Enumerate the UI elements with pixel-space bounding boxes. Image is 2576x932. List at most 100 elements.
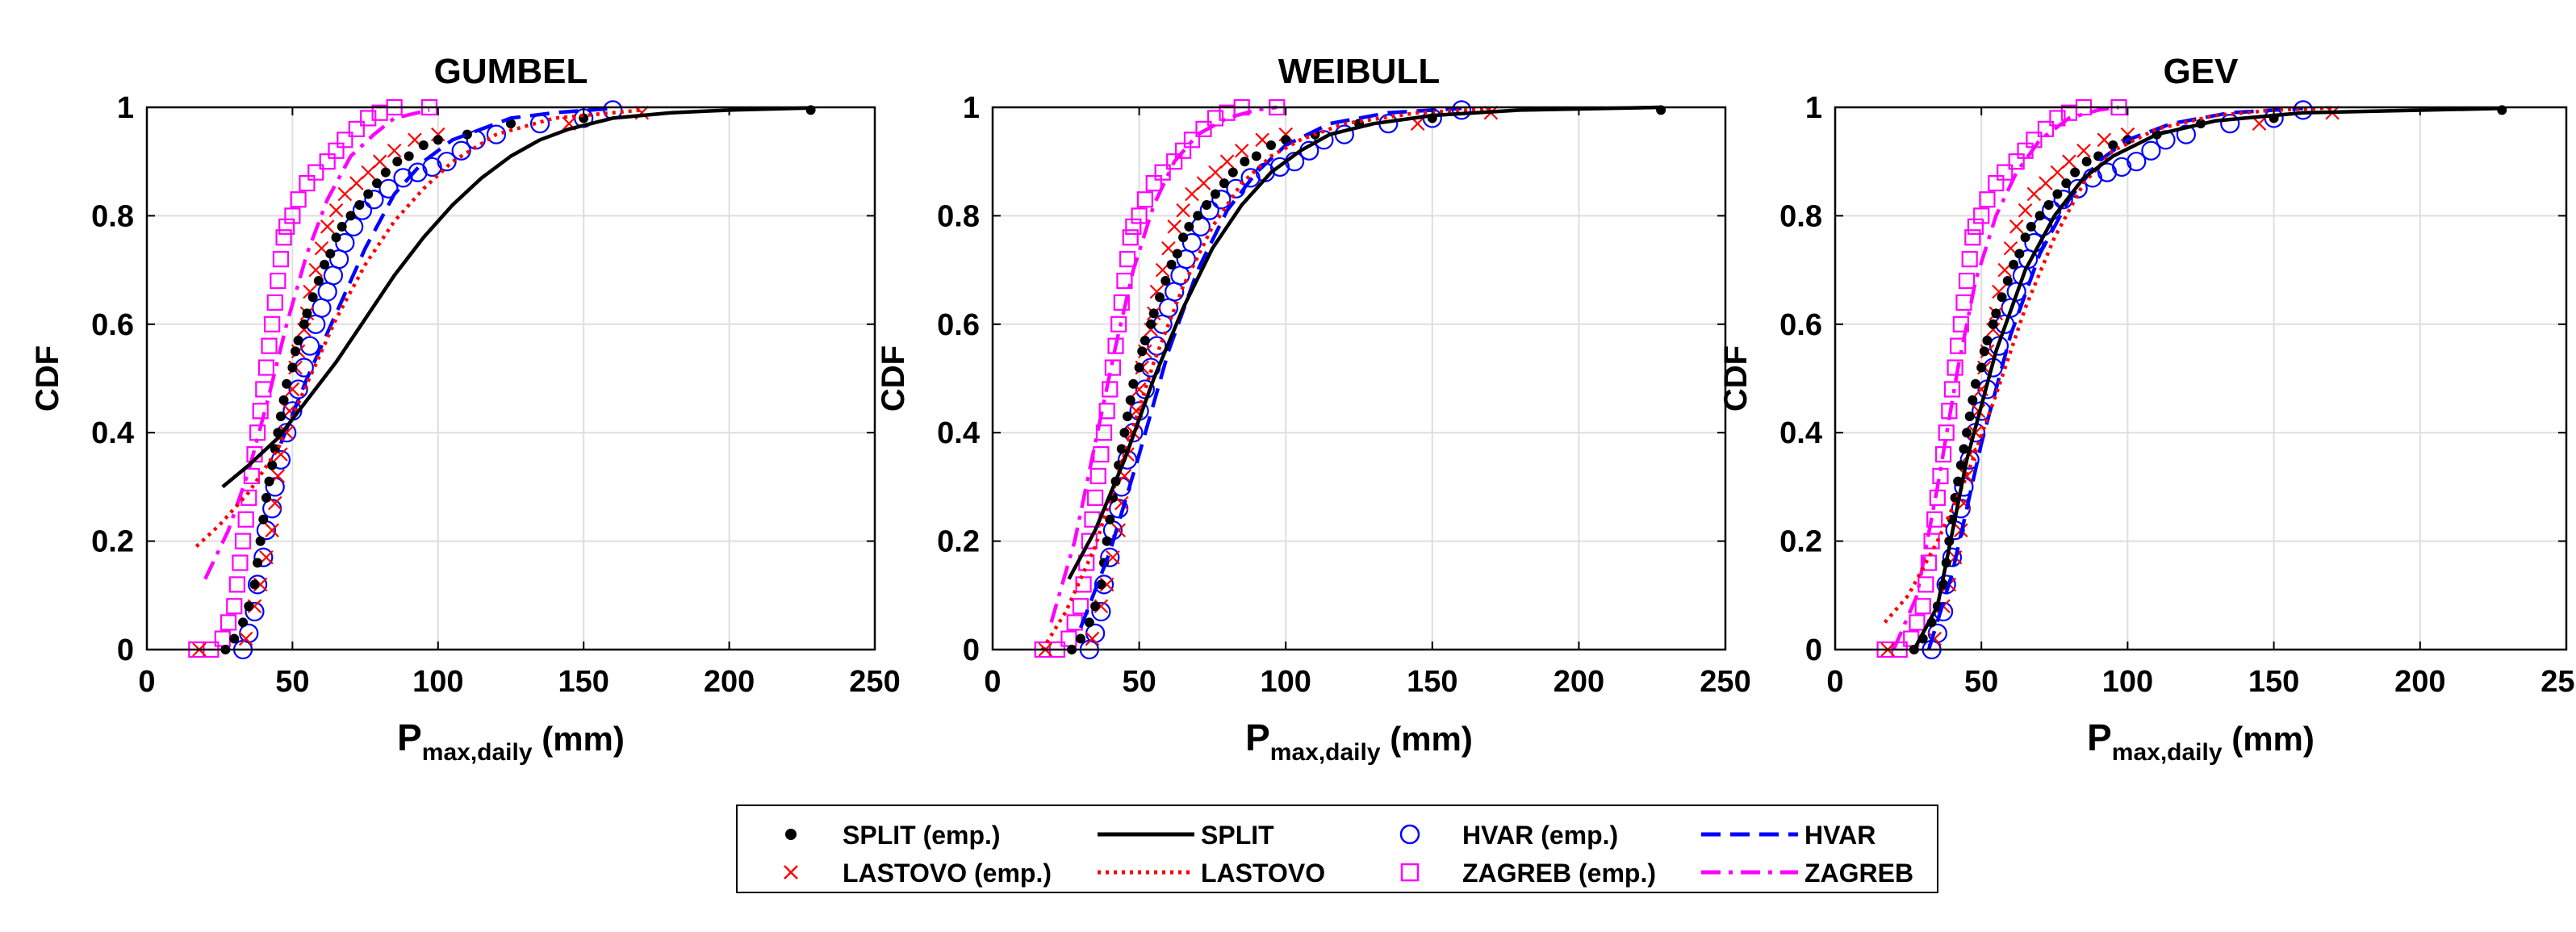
- x-axis-label-sub: max,daily: [422, 739, 533, 766]
- y-tick-label: 0: [963, 633, 980, 667]
- marker-zagreb-emp: [1206, 110, 1224, 127]
- marker-hvar-emp: [1211, 190, 1232, 210]
- marker-zagreb-emp: [360, 110, 377, 127]
- marker-zagreb-emp: [1131, 207, 1148, 224]
- marker-split-emp: [2009, 259, 2019, 270]
- y-axis-label: CDF: [30, 345, 65, 412]
- marker-zagreb-emp: [1089, 467, 1106, 485]
- marker-hvar-emp: [2220, 114, 2240, 134]
- marker-split-emp: [1075, 633, 1085, 644]
- x-tick-label: 50: [1964, 665, 1998, 699]
- marker-split-emp: [2061, 178, 2072, 189]
- marker-zagreb-emp: [261, 337, 278, 354]
- marker-hvar-emp: [364, 190, 384, 210]
- marker-zagreb-emp: [234, 533, 252, 550]
- marker-split-emp: [2081, 157, 2092, 167]
- marker-zagreb-emp: [1909, 614, 1926, 631]
- marker-lastovo-emp: [349, 176, 364, 190]
- y-axis-label: CDF: [1718, 345, 1754, 412]
- marker-split-emp: [1219, 178, 1229, 189]
- marker-zagreb-emp: [272, 251, 290, 268]
- marker-split-emp: [1955, 460, 1966, 470]
- marker-split-emp: [264, 476, 274, 487]
- marker-zagreb-emp: [299, 174, 316, 192]
- marker-split-emp: [1090, 601, 1101, 612]
- marker-zagreb-emp: [1098, 403, 1115, 420]
- marker-zagreb-emp: [1113, 294, 1130, 311]
- marker-split-emp: [345, 211, 356, 221]
- legend-label-zagreb: ZAGREB: [1804, 859, 1913, 888]
- marker-zagreb-emp: [270, 272, 286, 290]
- legend-entry-hvar: HVAR: [1701, 821, 1876, 850]
- marker-zagreb-emp: [1973, 207, 1990, 224]
- x-tick-label: 100: [2102, 665, 2153, 699]
- marker-zagreb-emp: [266, 294, 283, 311]
- marker-zagreb-emp: [1988, 174, 2005, 192]
- marker-split-emp: [372, 178, 383, 189]
- x-tick-label: 100: [412, 665, 463, 699]
- marker-split-emp: [2014, 249, 2025, 259]
- y-tick-label: 1: [1805, 91, 1822, 125]
- marker-split-emp: [1202, 199, 1212, 210]
- y-tick-label: 0.6: [1779, 308, 1822, 342]
- marker-zagreb-emp: [278, 218, 295, 235]
- x-axis-label-main: P: [397, 717, 422, 759]
- marker-lastovo-emp: [1219, 154, 1235, 169]
- y-tick-label: 0.4: [1779, 416, 1822, 450]
- marker-split-emp: [258, 514, 269, 525]
- marker-split-emp: [1119, 428, 1130, 438]
- legend: SPLIT (emp.) SPLIT HVAR (emp.) HVAR LAST…: [736, 805, 1938, 893]
- marker-split-emp: [1102, 536, 1112, 546]
- marker-split-emp: [2034, 211, 2045, 221]
- marker-lastovo-emp: [2018, 203, 2033, 218]
- marker-hvar-emp: [1100, 547, 1120, 567]
- legend-entry-zagreb-emp: ZAGREB (emp.): [1400, 859, 1656, 888]
- panel-title: GEV: [2164, 52, 2239, 91]
- legend-label-split: SPLIT: [1201, 821, 1274, 850]
- y-tick-label: 0.4: [91, 416, 134, 450]
- marker-zagreb-emp: [1958, 272, 1976, 290]
- marker-zagreb-emp: [1979, 191, 1996, 208]
- marker-hvar-emp: [1269, 157, 1290, 178]
- marker-lastovo-emp: [265, 523, 279, 537]
- y-tick-label: 0.2: [91, 525, 134, 559]
- marker-zagreb-emp: [284, 207, 301, 224]
- marker-split-emp: [1968, 395, 1978, 405]
- marker-split-emp: [1227, 167, 1238, 178]
- marker-zagreb-emp: [243, 467, 260, 485]
- x-tick-label: 200: [2394, 665, 2445, 699]
- marker-split-emp: [238, 617, 249, 628]
- marker-split-emp: [320, 259, 330, 270]
- marker-lastovo-emp: [2076, 143, 2091, 158]
- marker-lastovo-emp: [2252, 116, 2267, 131]
- fit-line-split: [1067, 105, 1662, 580]
- marker-split-emp: [1096, 579, 1106, 590]
- marker-split-emp: [1155, 292, 1165, 303]
- chart-panels: 0 50 100 150 200 25000.20.40.60.81GUMBELPmax,…: [30, 52, 2576, 766]
- marker-split-emp: [392, 157, 403, 167]
- x-tick-label: 0: [1826, 665, 1843, 699]
- marker-split-emp: [244, 601, 254, 612]
- marker-zagreb-emp: [1104, 359, 1122, 376]
- marker-hvar-emp: [2053, 190, 2073, 210]
- legend-marker-square: [1400, 863, 1420, 882]
- y-tick-label: 0: [1805, 633, 1822, 667]
- x-axis-label-sub: max,daily: [2112, 739, 2223, 766]
- marker-split-emp: [1178, 232, 1189, 243]
- marker-split-emp: [1193, 211, 1203, 221]
- marker-split-emp: [1266, 140, 1277, 151]
- x-tick-label: 250: [1700, 665, 1750, 699]
- legend-entry-lastovo-emp: LASTOVO (emp.): [784, 859, 1052, 888]
- marker-split-emp: [2043, 199, 2054, 210]
- marker-split-emp: [1184, 221, 1194, 232]
- panel-gumbel: 0 50 100 150 200 250 0 0.2 0.4 0.6 0.8 1 GUMBEL Pmax,…: [30, 52, 901, 766]
- marker-split-emp: [229, 633, 240, 644]
- marker-lastovo-emp: [2026, 186, 2042, 202]
- marker-split-emp: [506, 119, 516, 129]
- marker-split-emp: [1125, 395, 1135, 405]
- marker-split-emp: [354, 199, 365, 210]
- marker-split-emp: [1211, 189, 1221, 199]
- legend-marker-circle: [1399, 824, 1420, 845]
- marker-hvar-emp: [248, 575, 268, 595]
